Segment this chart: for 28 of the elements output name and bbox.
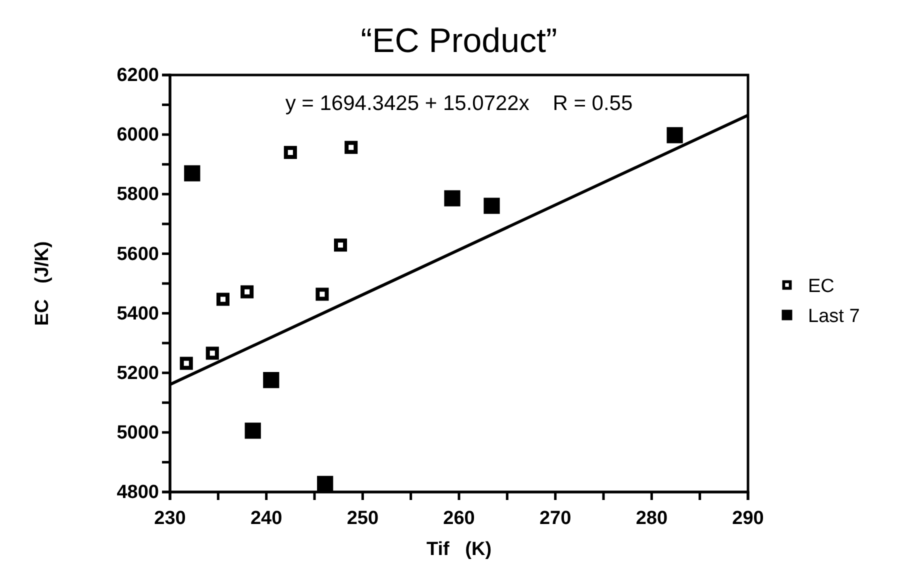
x-axis-title: Tif (K) — [426, 539, 492, 560]
annotation: y = 1694.3425 + 15.0722x R = 0.55 — [285, 92, 633, 115]
legend-label: EC — [808, 276, 834, 297]
y-axis-title: EC (J/K) — [32, 241, 53, 326]
legend-label: Last 7 — [808, 306, 860, 327]
x-tick-label: 230 — [154, 508, 186, 529]
x-tick-label: 250 — [346, 508, 379, 529]
point — [484, 198, 500, 214]
x-tick-label: 240 — [250, 508, 282, 529]
point — [666, 127, 683, 144]
y-tick-label: 5400 — [116, 303, 159, 324]
point — [317, 476, 334, 492]
y-tick-label: 5200 — [116, 362, 159, 384]
x-tick-label: 260 — [443, 508, 475, 529]
x-tick-label: 270 — [539, 508, 572, 529]
point — [244, 422, 261, 439]
point — [444, 190, 460, 206]
y-tick-label: 4800 — [116, 482, 159, 504]
x-tick-label: 290 — [732, 508, 764, 529]
chart-title: “EC Product” — [360, 22, 558, 60]
x-tick-label: 280 — [636, 508, 668, 529]
y-tick-label: 5000 — [116, 422, 159, 444]
y-tick-label: 5800 — [116, 184, 159, 206]
y-tick-label: 6200 — [116, 65, 159, 86]
point — [184, 165, 200, 182]
y-tick-label: 6000 — [116, 124, 159, 146]
y-tick-label: 5600 — [116, 244, 159, 265]
point — [263, 372, 280, 388]
